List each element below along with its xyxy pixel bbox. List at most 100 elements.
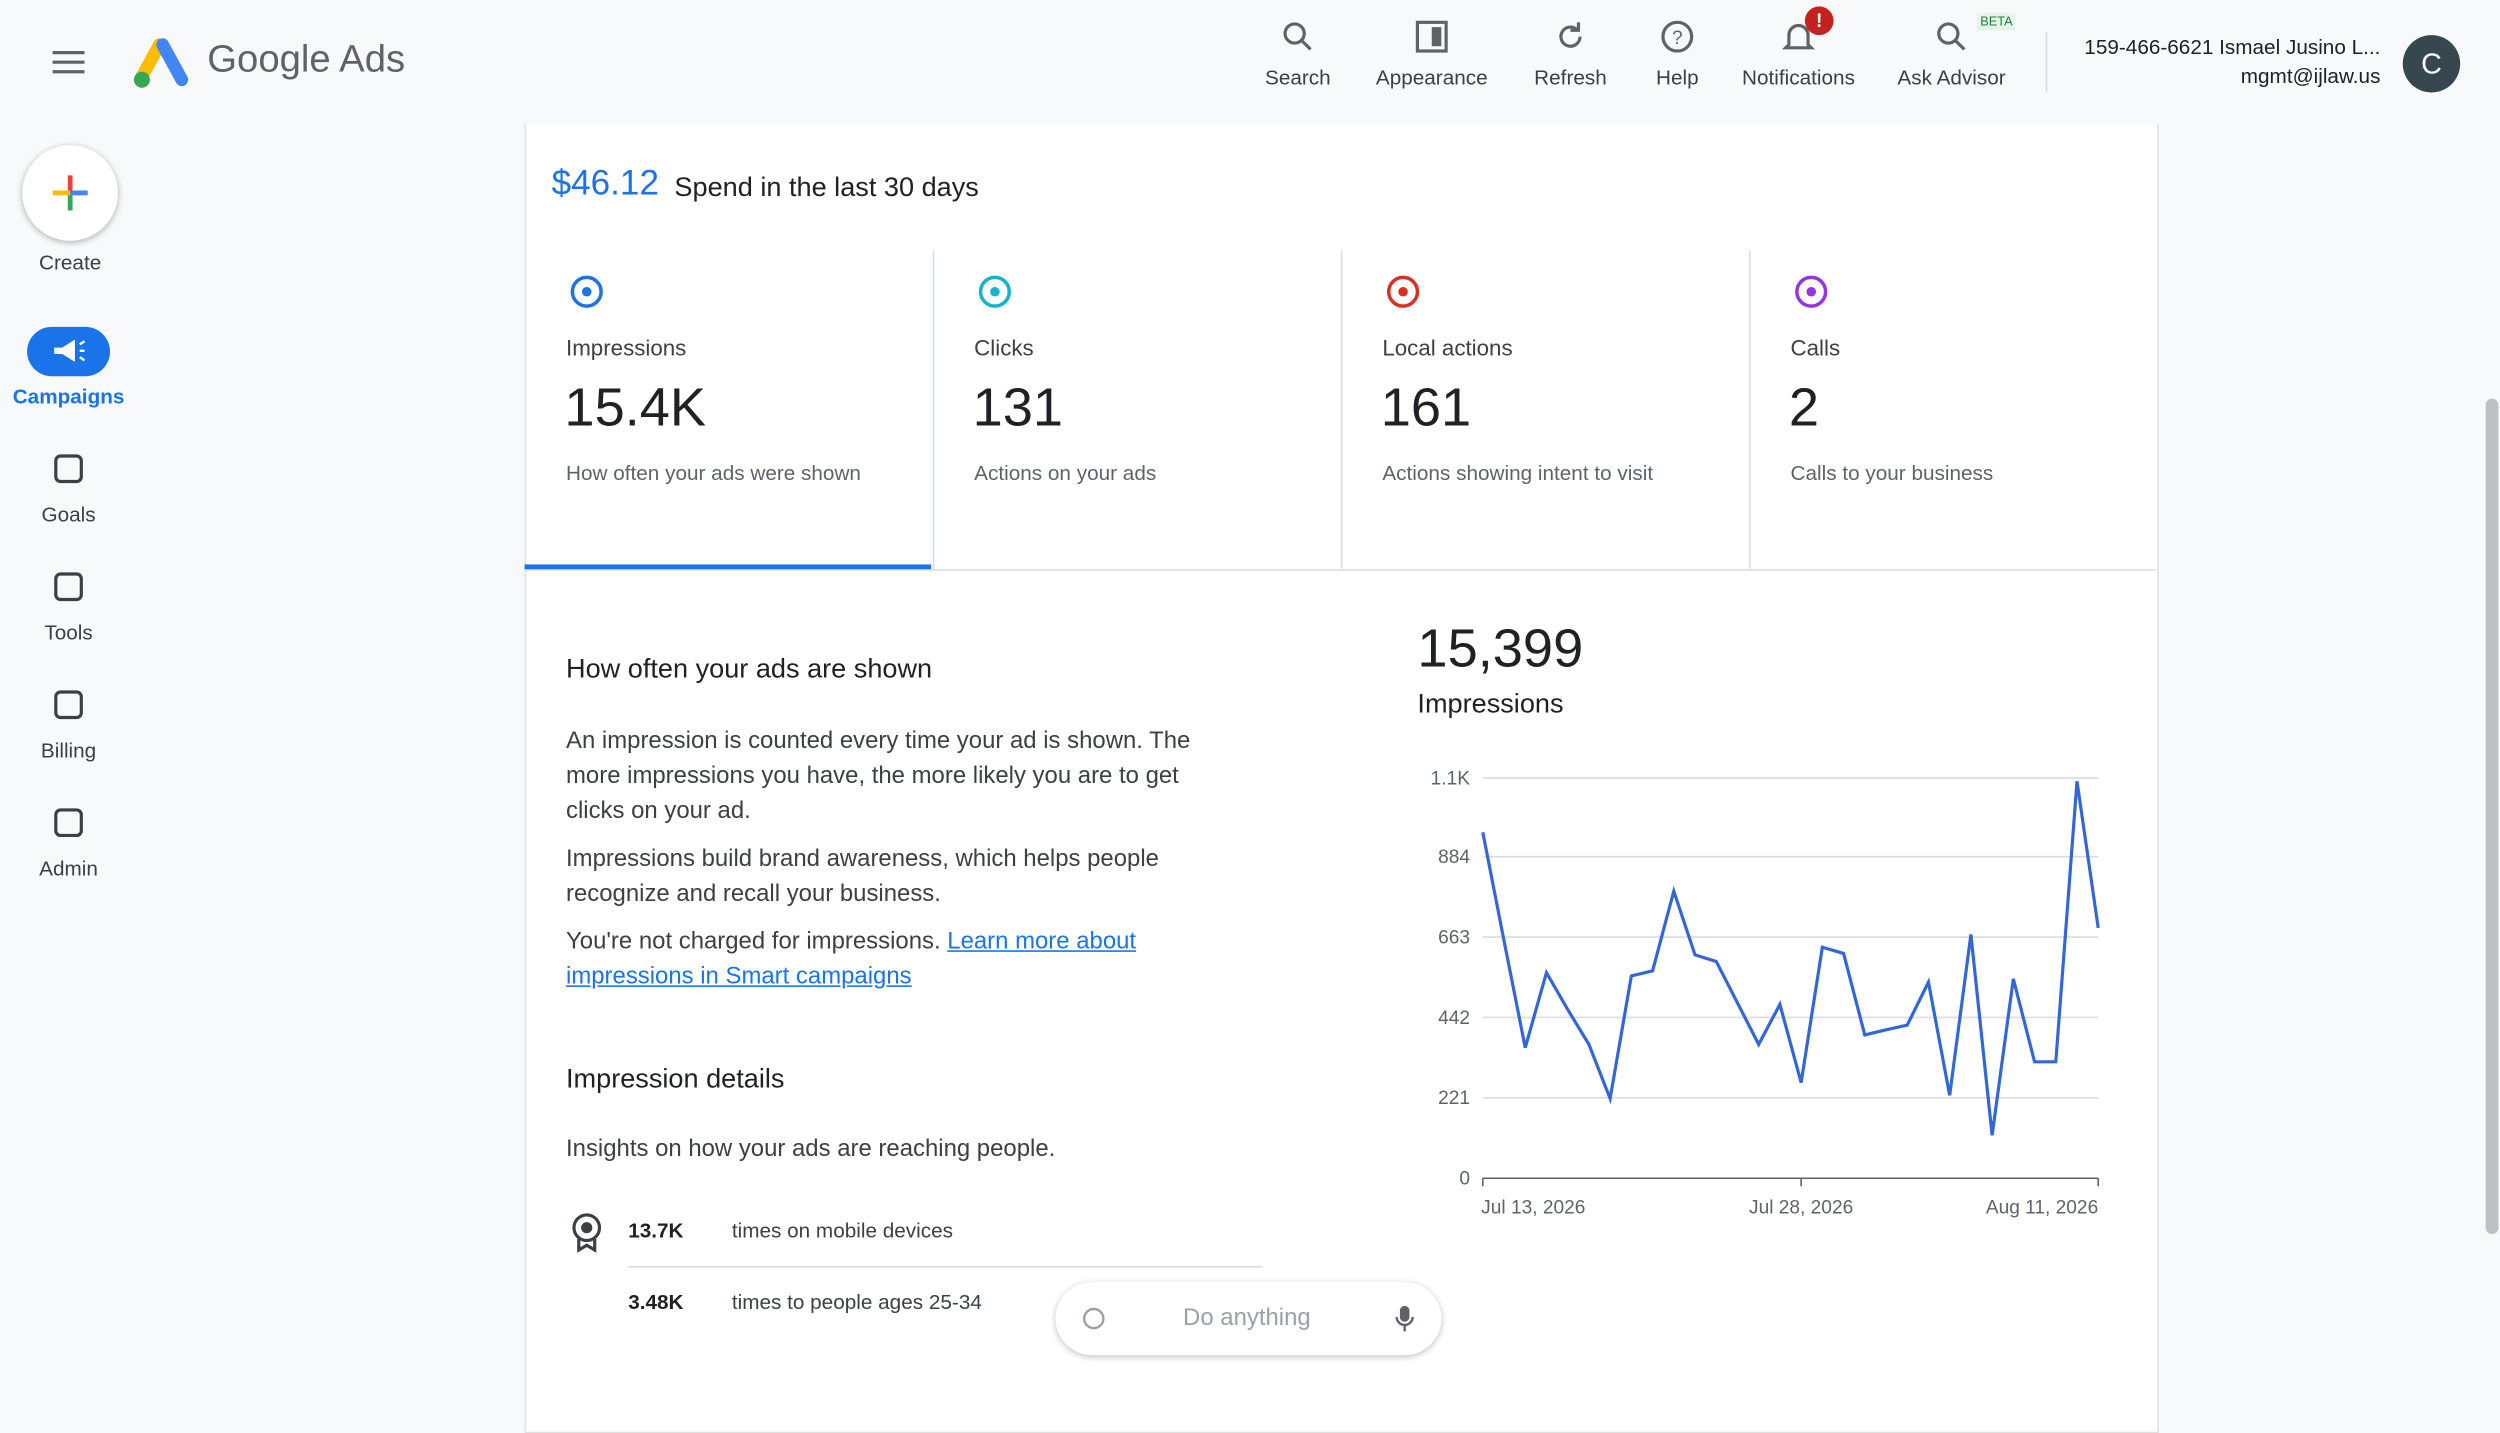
- metric-description: Calls to your business: [1790, 460, 1994, 485]
- metric-icon-svg: [1386, 275, 1420, 308]
- metric-icon: [563, 268, 611, 316]
- brand: Google Ads: [207, 38, 406, 82]
- details-subtitle: Insights on how your ads are reaching pe…: [566, 1135, 1056, 1163]
- header-action-label: Appearance: [1375, 65, 1488, 90]
- account-email: mgmt@ijlaw.us: [2240, 63, 2381, 88]
- metric-description: How often your ads were shown: [566, 460, 861, 485]
- header-icon-svg: [1937, 22, 1966, 51]
- metric-value: 2: [1788, 377, 1820, 439]
- nav-icon-svg: [54, 808, 83, 838]
- tab-divider: [932, 250, 935, 570]
- logo: [133, 38, 189, 88]
- y-tick-label: 884: [1438, 847, 1470, 868]
- nav-icon-svg: [54, 572, 83, 602]
- metric-icon: [1379, 268, 1427, 316]
- metric-icon: [1787, 268, 1835, 316]
- header-icon-svg: [1283, 22, 1312, 51]
- account-id: 159-466-6621 Ismael Jusino L...: [2084, 35, 2381, 59]
- nav-label: Admin: [39, 856, 98, 881]
- y-tick-label: 1.1K: [1431, 768, 1471, 789]
- header-action-label: Ask Advisor: [1897, 65, 2006, 90]
- create-label: Create: [39, 250, 102, 275]
- notification-badge: !: [1804, 6, 1834, 36]
- header-icon[interactable]: [1279, 18, 1317, 56]
- spend-amount: $46.12: [551, 162, 659, 203]
- details-heading: Impression details: [566, 1063, 785, 1094]
- header-icon-svg: ?: [1661, 20, 1694, 53]
- create-plus-svg: [52, 175, 88, 211]
- avatar[interactable]: C: [2402, 35, 2461, 93]
- info-paragraph: An impression is counted every time your…: [566, 727, 1191, 825]
- tab-divider: [1340, 250, 1343, 570]
- row-separator: [628, 1265, 1263, 1268]
- metric-icon-svg: [1795, 275, 1828, 308]
- scrollbar[interactable]: [2485, 398, 2499, 1235]
- nav-label: Tools: [44, 620, 93, 645]
- beta-badge: BETA: [1977, 12, 2016, 31]
- x-tick-label: Jul 13, 2026: [1481, 1197, 1585, 1218]
- tab-divider: [1749, 250, 1751, 570]
- nav-label: Goals: [41, 502, 96, 527]
- assistant-placeholder: Do anything: [1183, 1304, 1311, 1332]
- metric-value: 131: [972, 377, 1064, 439]
- chart-title: 15,399: [1417, 618, 1584, 680]
- learn-more-link[interactable]: Learn more about impressions in Smart ca…: [566, 927, 1137, 991]
- create-plus: [48, 171, 93, 216]
- line: [1481, 781, 2100, 1136]
- detail-text: times on mobile devices: [731, 1218, 954, 1243]
- award-icon: [572, 1213, 602, 1253]
- metric-icon-svg: [978, 275, 1012, 308]
- metric-value: 161: [1380, 377, 1472, 439]
- nav-icon[interactable]: [49, 804, 87, 842]
- header-icon-svg: [1415, 20, 1448, 53]
- metric-name: Local actions: [1382, 334, 1513, 361]
- header-action-label: Notifications: [1742, 65, 1855, 90]
- detail-value: 3.48K: [628, 1289, 684, 1314]
- y-tick-label: 0: [1459, 1169, 1470, 1190]
- metric-icon-svg: [570, 275, 603, 308]
- nav-icon[interactable]: [49, 450, 87, 488]
- header-action-label: Help: [1655, 65, 1699, 90]
- metric-name: Clicks: [974, 334, 1034, 361]
- nav-icon-svg: [54, 454, 83, 484]
- detail-value: 13.7K: [628, 1218, 684, 1243]
- header-icon-svg: [1559, 22, 1582, 48]
- menu-icon[interactable]: [48, 45, 89, 80]
- active-tab-indicator: [524, 564, 932, 570]
- assistant-bar[interactable]: Do anything: [1055, 1281, 1442, 1356]
- campaigns-icon-svg: [54, 339, 86, 362]
- header-icon-svg: [1781, 23, 1816, 50]
- metric-description: Actions showing intent to visit: [1382, 460, 1654, 485]
- y-tick-label: 221: [1438, 1088, 1470, 1109]
- header-icon[interactable]: [1779, 18, 1817, 56]
- metric-name: Impressions: [566, 334, 687, 361]
- metric-value: 15.4K: [564, 377, 707, 439]
- y-tick-label: 663: [1438, 927, 1470, 948]
- assistant-icon: [1082, 1307, 1105, 1330]
- header-action-label: Search: [1264, 65, 1331, 90]
- charge-text: You're not charged for impressions.: [566, 927, 941, 956]
- separator: [524, 569, 2156, 571]
- metric-description: Actions on your ads: [974, 460, 1157, 485]
- x-tick-label: Jul 28, 2026: [1749, 1197, 1853, 1218]
- metric-name: Calls: [1790, 334, 1841, 361]
- header-icon[interactable]: [1551, 18, 1589, 56]
- nav-icon[interactable]: [49, 686, 87, 724]
- header-icon[interactable]: [1413, 18, 1451, 56]
- info-paragraph: You're not charged for impressions. Lear…: [566, 925, 1236, 995]
- line-chart: 0 221 442 663 884 1.1K Jul 13, 2026 Jul 28, 202…: [1431, 768, 2100, 1218]
- y-tick-label: 442: [1438, 1008, 1470, 1029]
- header-icon[interactable]: ?: [1658, 18, 1696, 56]
- mic-icon[interactable]: [1394, 1304, 1416, 1333]
- chart-subtitle: Impressions: [1417, 688, 1564, 720]
- metric-icon: [971, 268, 1019, 316]
- nav-icon-svg: [54, 690, 83, 720]
- nav-icon[interactable]: [49, 568, 87, 606]
- detail-text: times to people ages 25-34: [731, 1289, 982, 1314]
- header-icon[interactable]: [1932, 18, 1970, 56]
- x-tick-label: Aug 11, 2026: [1986, 1197, 2098, 1218]
- campaigns-icon[interactable]: [49, 335, 87, 367]
- header-action-label: Refresh: [1534, 65, 1607, 90]
